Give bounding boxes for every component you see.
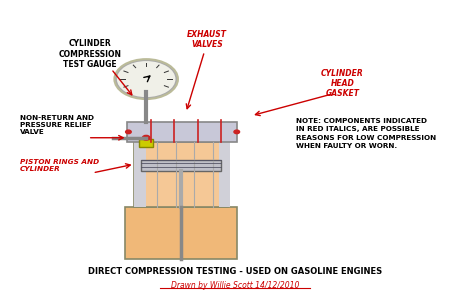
Bar xyxy=(219,142,230,207)
Text: CYLINDER
HEAD
GASKET: CYLINDER HEAD GASKET xyxy=(321,69,364,98)
Circle shape xyxy=(116,60,176,98)
Bar xyxy=(135,142,146,207)
Text: PISTON RINGS AND
CYLINDER: PISTON RINGS AND CYLINDER xyxy=(20,159,99,172)
Circle shape xyxy=(142,135,150,140)
Text: DIRECT COMPRESSION TESTING - USED ON GASOLINE ENGINES: DIRECT COMPRESSION TESTING - USED ON GAS… xyxy=(88,267,382,276)
Bar xyxy=(139,139,153,147)
Bar xyxy=(128,122,237,142)
Bar xyxy=(125,207,237,259)
Text: NON-RETURN AND
PRESSURE RELIEF
VALVE: NON-RETURN AND PRESSURE RELIEF VALVE xyxy=(20,115,94,135)
Circle shape xyxy=(126,130,131,133)
Text: NOTE: COMPONENTS INDICATED
IN RED ITALICS, ARE POSSIBLE
REASONS FOR LOW COMPRESS: NOTE: COMPONENTS INDICATED IN RED ITALIC… xyxy=(296,118,436,149)
Bar xyxy=(142,160,221,171)
Text: Drawn by Willie Scott 14/12/2010: Drawn by Willie Scott 14/12/2010 xyxy=(171,281,299,290)
Circle shape xyxy=(234,130,239,133)
Text: CYLINDER
COMPRESSION
TEST GAUGE: CYLINDER COMPRESSION TEST GAUGE xyxy=(59,39,122,69)
Text: EXHAUST
VALVES: EXHAUST VALVES xyxy=(187,30,227,49)
Bar xyxy=(135,142,228,207)
